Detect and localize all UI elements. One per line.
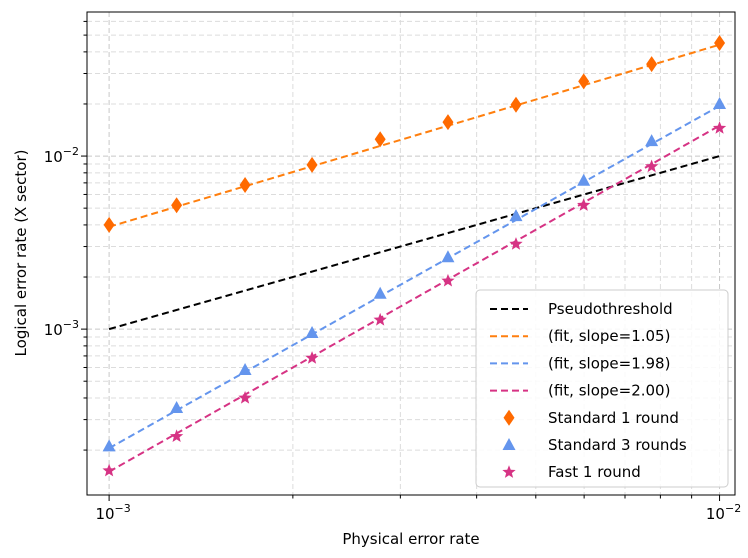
data-point-standard-1-round xyxy=(306,156,318,173)
data-point-fast-1-round xyxy=(373,312,387,326)
data-point-standard-3-rounds xyxy=(305,325,319,338)
data-point-standard-3-rounds xyxy=(577,173,591,186)
y-axis-label: Logical error rate (X sector) xyxy=(12,150,30,357)
data-point-standard-1-round xyxy=(442,114,454,131)
data-point-fast-1-round xyxy=(712,121,727,134)
legend-box xyxy=(475,289,729,488)
series-line-fit-slope-1-98 xyxy=(108,105,721,450)
data-point-fast-1-round xyxy=(441,273,455,287)
legend-marker-swatch xyxy=(503,409,515,426)
data-point-standard-1-round xyxy=(714,35,726,52)
data-point-standard-3-rounds xyxy=(102,439,116,452)
legend-label: (fit, slope=2.00) xyxy=(548,382,670,400)
data-point-fast-1-round xyxy=(509,237,523,250)
grid xyxy=(87,12,735,495)
data-point-standard-1-round xyxy=(239,177,251,194)
legend-entry: (fit, slope=2.00) xyxy=(490,382,670,400)
series-line-fit-slope-1-05 xyxy=(108,43,720,228)
legend-label: Standard 1 round xyxy=(548,409,679,427)
data-point-standard-1-round xyxy=(374,131,386,148)
y-tick-label: 10−2 xyxy=(44,145,79,166)
axis-ticks: 10−3 10−2 10−3 10−2 xyxy=(44,20,741,523)
data-point-fast-1-round xyxy=(238,390,252,404)
data-point-standard-3-rounds xyxy=(441,250,455,263)
data-point-fast-1-round xyxy=(577,198,591,211)
data-point-fast-1-round xyxy=(644,159,659,173)
data-point-standard-1-round xyxy=(578,73,590,90)
data-point-standard-3-rounds xyxy=(170,401,184,414)
legend-label: Pseudothreshold xyxy=(548,300,673,318)
data-point-standard-3-rounds xyxy=(713,96,727,109)
series-markers xyxy=(102,35,727,477)
legend-entry: (fit, slope=1.98) xyxy=(490,354,670,372)
legend-label: (fit, slope=1.98) xyxy=(548,354,670,372)
series-lines xyxy=(108,43,721,473)
data-point-standard-3-rounds xyxy=(645,134,659,147)
legend-entry: (fit, slope=1.05) xyxy=(490,327,670,345)
series-line-fit-slope-2-00 xyxy=(108,124,721,473)
y-tick-label: 10−3 xyxy=(44,318,79,339)
data-point-fast-1-round xyxy=(305,351,319,364)
legend-label: (fit, slope=1.05) xyxy=(548,327,670,345)
data-point-standard-3-rounds xyxy=(238,363,252,376)
data-point-standard-1-round xyxy=(171,197,183,214)
legend-entry: Standard 1 round xyxy=(503,409,679,427)
legend-label: Fast 1 round xyxy=(548,463,641,481)
legend-label: Standard 3 rounds xyxy=(548,436,687,454)
series-line-pseudothreshold xyxy=(108,155,720,331)
legend-entry: Pseudothreshold xyxy=(490,300,673,318)
legend-entry: Standard 3 rounds xyxy=(502,436,687,454)
data-point-fast-1-round xyxy=(102,463,116,477)
data-point-standard-1-round xyxy=(103,216,115,233)
x-axis-label: Physical error rate xyxy=(342,530,479,548)
data-point-standard-3-rounds xyxy=(509,209,523,222)
plot-frame xyxy=(86,11,736,496)
x-tick-label: 10−2 xyxy=(706,502,741,523)
legend-entry: Fast 1 round xyxy=(502,463,641,481)
legend-marker-swatch xyxy=(502,465,516,478)
data-point-fast-1-round xyxy=(169,429,184,443)
data-point-standard-1-round xyxy=(510,96,522,113)
data-point-standard-1-round xyxy=(646,56,658,73)
x-tick-label: 10−3 xyxy=(95,502,130,523)
legend-marker-swatch xyxy=(502,438,516,450)
legend: Pseudothreshold (fit, slope=1.05) (fit, sl… xyxy=(475,289,729,488)
data-point-standard-3-rounds xyxy=(373,286,387,299)
